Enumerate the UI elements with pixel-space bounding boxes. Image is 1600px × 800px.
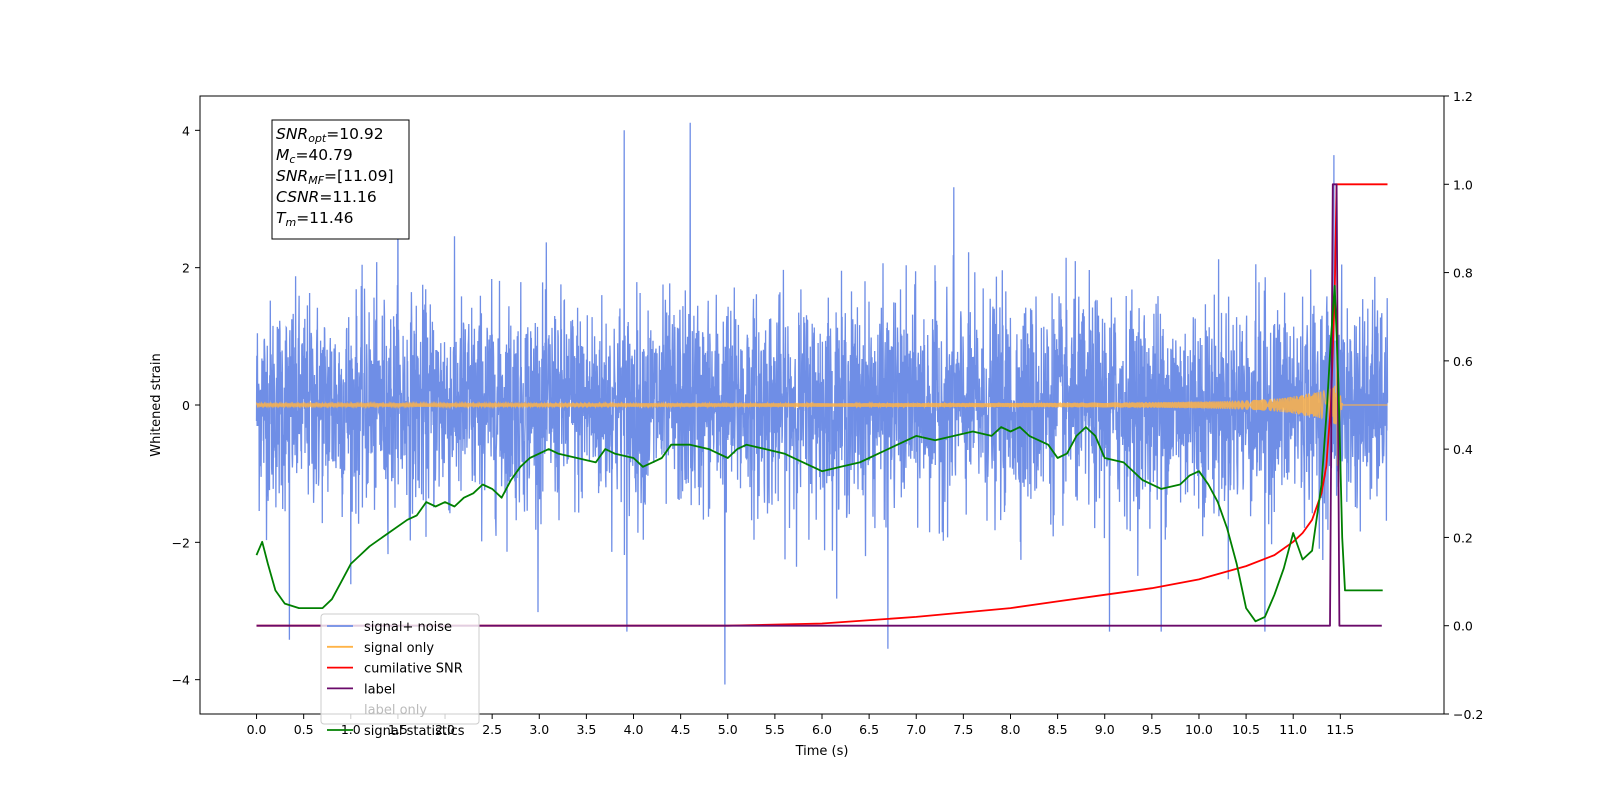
annotation-symbol: SNR <box>276 167 308 185</box>
y-left-tick-label: 4 <box>182 123 190 138</box>
x-tick-label: 11.0 <box>1279 722 1307 737</box>
annotation-line: SNRMF=[11.09] <box>276 167 394 187</box>
x-tick-label: 1.5 <box>388 722 408 737</box>
x-tick-label: 7.0 <box>906 722 926 737</box>
x-tick-label: 10.5 <box>1232 722 1260 737</box>
annotation-symbol: T <box>276 209 287 227</box>
series-label-line <box>256 183 1382 627</box>
y-left-tick-label: 2 <box>182 261 190 276</box>
y-right-tick-label: 0.4 <box>1453 442 1473 457</box>
series-signal-only-line <box>255 340 1388 466</box>
legend-label: label only <box>364 703 427 718</box>
y-left-tick-label: 0 <box>182 398 190 413</box>
metrics-annotation-box: SNRopt=10.92Mc=40.79SNRMF=[11.09]CSNR=11… <box>271 119 410 240</box>
annotation-line: CSNR=11.16 <box>276 188 377 206</box>
x-tick-label: 11.5 <box>1326 722 1354 737</box>
legend-label: signal only <box>364 641 434 656</box>
annotation-value: =11.16 <box>319 188 376 206</box>
x-tick-label: 9.5 <box>1142 722 1162 737</box>
y-axis-left: −4 −2 0 2 4 <box>172 123 200 688</box>
series-layer <box>255 122 1389 685</box>
x-tick-label: 0.5 <box>294 722 314 737</box>
y-left-tick-label: −2 <box>172 535 190 550</box>
annotation-value: =40.79 <box>295 146 352 164</box>
y-left-tick-label: −4 <box>172 673 190 688</box>
x-tick-label: 10.0 <box>1185 722 1213 737</box>
x-tick-label: 5.0 <box>718 722 738 737</box>
legend-frame <box>320 613 480 725</box>
x-tick-label: 3.0 <box>529 722 549 737</box>
annotation-value: =11.46 <box>296 209 353 227</box>
x-axis: 0.0 0.5 1.0 1.5 2.0 2.5 3.0 3.5 4.0 4.5 5.0 5.5 6.0 6… <box>247 714 1354 737</box>
y-axis-right: −0.2 0.0 0.2 0.4 0.6 0.8 1.0 1.2 <box>1444 89 1483 722</box>
annotation-line: Mc=40.79 <box>276 146 353 166</box>
y-right-tick-label: −0.2 <box>1453 707 1483 722</box>
x-tick-label: 4.0 <box>624 722 644 737</box>
x-tick-label: 2.0 <box>435 722 455 737</box>
x-tick-label: 0.0 <box>247 722 267 737</box>
annotation-symbol: CSNR <box>276 188 319 206</box>
x-tick-label: 8.5 <box>1048 722 1068 737</box>
series-signal-statistics-line <box>255 284 1383 623</box>
x-tick-label: 6.5 <box>859 722 879 737</box>
annotation-value: =[11.09] <box>324 167 393 185</box>
x-tick-label: 2.5 <box>482 722 502 737</box>
series-signal-noise-line <box>255 122 1389 685</box>
annotation-line: SNRopt=10.92 <box>276 125 384 145</box>
annotation-subscript: MF <box>308 174 324 187</box>
y-axis-label: Whitened strain <box>149 353 164 456</box>
x-tick-label: 4.5 <box>671 722 691 737</box>
x-axis-label: Time (s) <box>795 744 849 759</box>
x-tick-label: 5.5 <box>765 722 785 737</box>
annotation-frame <box>271 119 410 240</box>
annotation-symbol: M <box>276 146 289 164</box>
annotation-subscript: c <box>289 153 295 166</box>
annotation-line: Tm=11.46 <box>276 209 354 229</box>
x-tick-label: 9.0 <box>1095 722 1115 737</box>
y-right-tick-label: 0.2 <box>1453 530 1473 545</box>
annotation-symbol: SNR <box>276 125 308 143</box>
legend-label: cumilative SNR <box>364 662 463 677</box>
y-right-tick-label: 0.0 <box>1453 619 1473 634</box>
legend-label: signal+ noise <box>364 620 452 635</box>
y-right-tick-label: 1.2 <box>1453 89 1473 104</box>
legend-label: signal statistics <box>364 724 465 739</box>
x-tick-label: 6.0 <box>812 722 832 737</box>
y-right-tick-label: 0.8 <box>1453 266 1473 281</box>
annotation-subscript: opt <box>308 132 327 145</box>
legend: signal+ noise signal only cumilative SNR la… <box>320 613 480 739</box>
x-tick-label: 7.5 <box>953 722 973 737</box>
y-right-tick-label: 1.0 <box>1453 177 1473 192</box>
x-tick-label: 8.0 <box>1001 722 1021 737</box>
series-cumulative-snr-line <box>256 183 1388 627</box>
annotation-subscript: m <box>285 216 296 229</box>
annotation-value: =10.92 <box>326 125 383 143</box>
x-tick-label: 3.5 <box>576 722 596 737</box>
legend-label: label <box>364 682 395 697</box>
y-right-tick-label: 0.6 <box>1453 354 1473 369</box>
